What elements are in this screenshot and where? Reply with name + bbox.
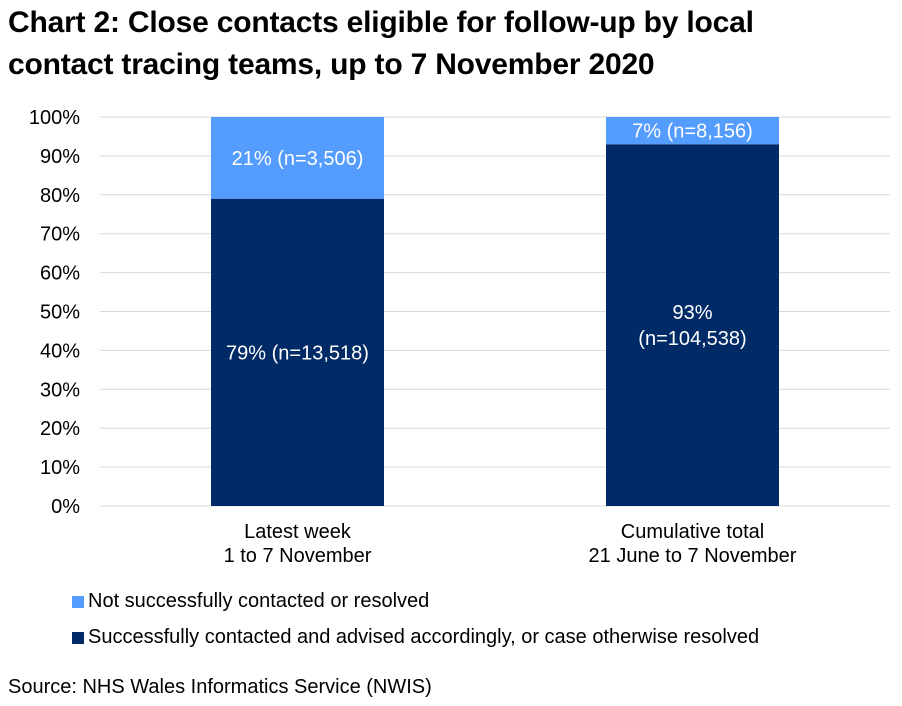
y-tick-label: 20% <box>40 418 80 440</box>
bar-segment <box>606 117 779 145</box>
bar-segment <box>606 144 779 507</box>
data-label: 7% (n=8,156) <box>632 121 753 143</box>
chart-title: Chart 2: Close contacts eligible for fol… <box>8 2 898 86</box>
y-tick-label: 100% <box>29 107 80 129</box>
chart-plot: 0% 10% 20% 30% 40% 50% 60% 70% 80% 90% 100% 79% (n=… <box>29 107 890 567</box>
x-tick-label: Latest week <box>244 521 352 543</box>
data-label: 93% <box>672 302 712 324</box>
x-tick-label: 21 June to 7 November <box>589 545 797 567</box>
y-tick-label: 0% <box>51 496 80 518</box>
x-tick-label: 1 to 7 November <box>224 545 372 567</box>
y-tick-label: 70% <box>40 224 80 246</box>
y-tick-label: 40% <box>40 340 80 362</box>
legend-item-contacted: Successfully contacted and advised accor… <box>72 626 759 649</box>
legend-swatch-not-contacted <box>72 595 84 608</box>
data-label: 21% (n=3,506) <box>232 148 364 170</box>
y-tick-label: 10% <box>40 457 80 479</box>
data-label: 79% (n=13,518) <box>226 342 369 364</box>
bar-segment <box>211 117 384 199</box>
chart-title-line-2: contact tracing teams, up to 7 November … <box>8 48 655 81</box>
legend-item-not-contacted: Not successfully contacted or resolved <box>72 590 429 613</box>
y-tick-label: 90% <box>40 146 80 168</box>
y-tick-label: 50% <box>40 302 80 324</box>
legend-label-not-contacted: Not successfully contacted or resolved <box>88 590 430 612</box>
chart-title-line-1: Chart 2: Close contacts eligible for fol… <box>8 6 754 39</box>
y-tick-label: 30% <box>40 379 80 401</box>
y-tick-label: 80% <box>40 185 80 207</box>
x-tick-label: Cumulative total <box>621 521 764 543</box>
source-note: Source: NHS Wales Informatics Service (N… <box>8 676 432 698</box>
bar-segment <box>211 198 384 506</box>
legend-label-contacted: Successfully contacted and advised accor… <box>88 626 760 648</box>
legend-swatch-contacted <box>72 631 84 644</box>
y-tick-label: 60% <box>40 263 80 285</box>
data-label: (n=104,538) <box>638 328 746 350</box>
